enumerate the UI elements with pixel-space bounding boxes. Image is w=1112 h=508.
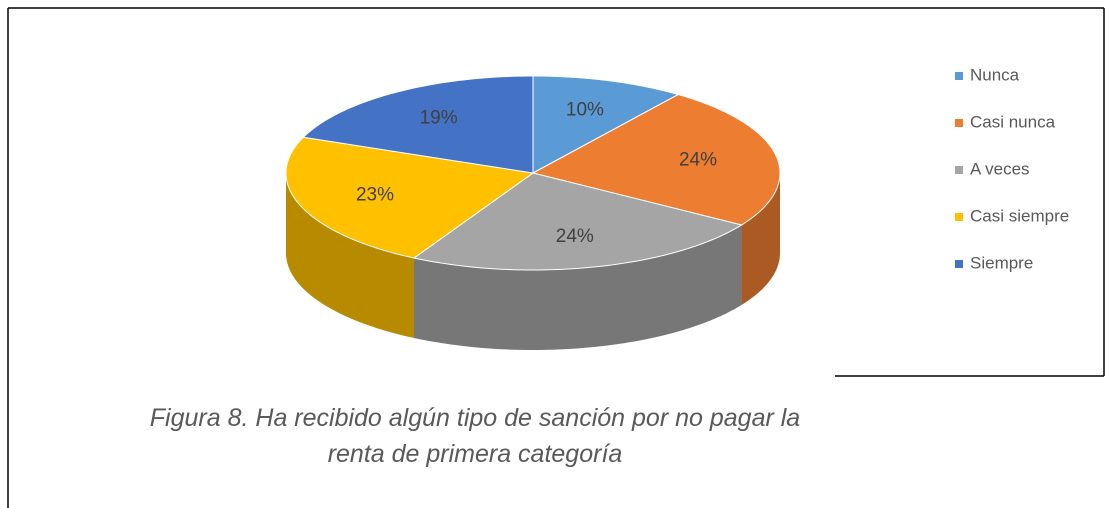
legend-label: Nunca (970, 65, 1020, 84)
slice (531, 93, 781, 226)
legend-label: Casi nunca (970, 112, 1056, 131)
slice-side (286, 173, 415, 339)
legend-label: Siempre (970, 253, 1033, 272)
slice (302, 75, 534, 174)
legend-label: A veces (970, 159, 1030, 178)
legend-swatch (955, 166, 963, 174)
slice-side (414, 224, 742, 350)
caption: Figura 8. Ha recibido algún tipo de sanc… (149, 404, 801, 468)
slice (285, 136, 535, 259)
data-label: 24% (556, 226, 594, 247)
legend-swatch (955, 260, 963, 268)
slice (412, 172, 743, 271)
slice (532, 75, 680, 174)
legend-label: Casi siempre (970, 206, 1069, 225)
legend-swatch (955, 119, 963, 127)
data-label: 19% (420, 107, 458, 128)
data-label: 10% (566, 99, 604, 120)
data-label: 23% (356, 184, 394, 205)
legend-swatch (955, 213, 963, 221)
slice-side (741, 173, 780, 305)
data-label: 24% (679, 150, 717, 171)
legend-swatch (955, 72, 963, 80)
